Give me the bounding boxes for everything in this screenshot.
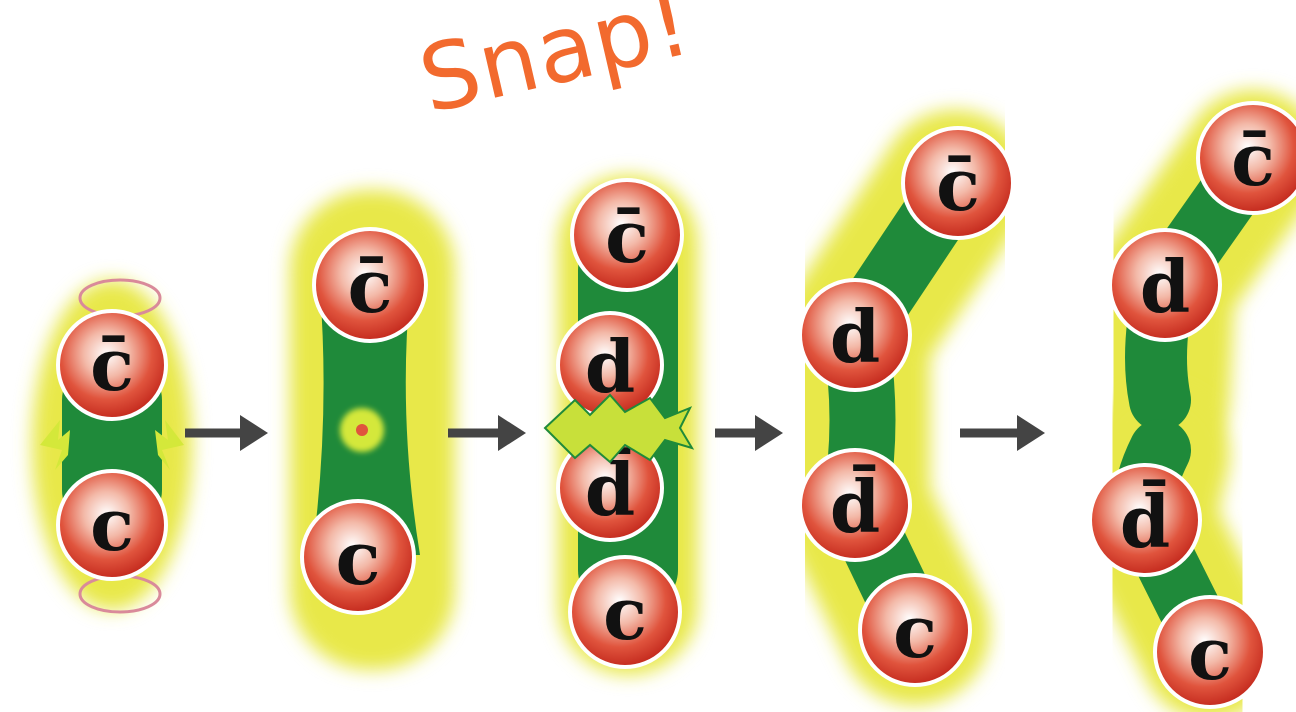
quark-d (1108, 228, 1222, 342)
quark-c (56, 469, 168, 581)
quark-anti-c (570, 178, 684, 292)
quark-label: c (335, 516, 380, 602)
quark-c (858, 573, 972, 687)
arrow-icon (448, 415, 526, 451)
quark-anti-c (1196, 101, 1296, 215)
spark-icon (155, 420, 184, 470)
stage-4-separating: c̄ d d̄ c (780, 110, 1030, 705)
quark-anti-d (798, 448, 912, 562)
quark-label: c̄ (936, 142, 980, 227)
spark-core (356, 424, 368, 436)
arrow-icon (185, 415, 268, 451)
burst-icon (543, 393, 695, 464)
quark-c (568, 555, 682, 669)
quark-anti-c (56, 309, 168, 421)
quark-anti-c (312, 227, 428, 343)
quark-label: c (1188, 611, 1232, 696)
quark-label: c̄ (1231, 117, 1275, 202)
stage-5-two-mesons: c̄ d d̄ c (1075, 90, 1296, 712)
quark-anti-c (901, 126, 1015, 240)
quark-c (1153, 595, 1267, 709)
quark-label: d̄ (1120, 478, 1170, 564)
stage-3-pair-creation: c̄ d d̄ c (543, 175, 698, 675)
quark-d (798, 278, 912, 392)
stage-2-stretched: c̄ c (290, 190, 455, 670)
stage-1-meson: c̄ c (32, 278, 192, 614)
quark-anti-d (1088, 463, 1202, 577)
quark-label: c (893, 589, 937, 674)
arrow-icon (715, 415, 783, 451)
spark-icon (40, 420, 70, 470)
quark-label: c̄ (347, 244, 392, 330)
quark-label: c (603, 571, 647, 656)
quark-c (300, 499, 416, 615)
quark-label: d̄ (830, 463, 880, 549)
quark-label: c̄ (90, 322, 134, 407)
quark-label: c (90, 482, 134, 567)
arrow-icon (960, 415, 1045, 451)
quark-label: d (830, 294, 880, 379)
quark-label: d (1140, 244, 1190, 329)
quark-label: c̄ (605, 194, 649, 279)
